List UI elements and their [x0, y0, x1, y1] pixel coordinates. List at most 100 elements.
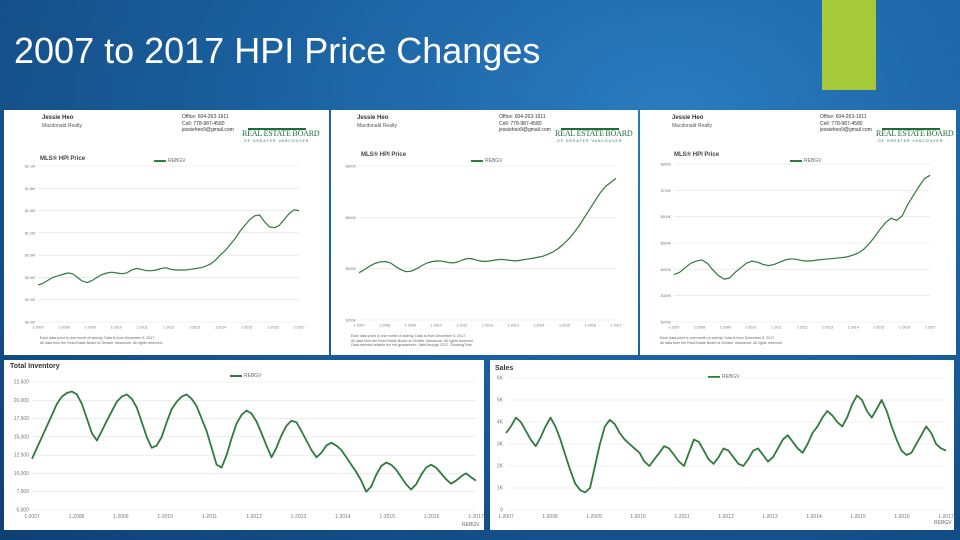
logo-text: REAL ESTATE BOARD	[242, 129, 320, 138]
logo-subtext: OF GREATER VANCOUVER	[878, 139, 944, 143]
y-tick-label: 6K	[497, 376, 504, 382]
chart-title: Sales	[495, 365, 514, 372]
y-tick-label: $1.2M	[25, 231, 35, 235]
y-tick-label: 12,500	[14, 453, 30, 459]
x-tick-label: 1-2016	[424, 514, 440, 520]
x-tick-label: 1-2008	[379, 324, 390, 328]
x-tick-label: 1-2014	[215, 326, 226, 330]
x-tick-label: 1-2013	[291, 514, 307, 520]
x-tick-label: 1-2013	[822, 326, 833, 330]
footer-line-2: All data from the Real Estate Board of G…	[660, 340, 783, 345]
chart-legend: REBGV	[154, 158, 186, 164]
legend-label: REBGV	[804, 158, 822, 164]
chart-svg: $200K $400K $600K $800K 1-2007 1-2008 1-2009 1-…	[346, 165, 622, 328]
x-tick-label: 1-2013	[508, 324, 519, 328]
chart-title: MLS® HPI Price	[674, 152, 720, 158]
x-tick-label: 1-2011	[771, 326, 782, 330]
x-tick-label: 1-2007	[498, 514, 514, 520]
x-tick-label: 1-2012	[163, 326, 174, 330]
x-tick-label: 1-2017	[293, 326, 304, 330]
x-tick-label: 1-2007	[668, 326, 679, 330]
footer-line-1: Each data point is one month of activity…	[40, 336, 156, 340]
footer-line-3: Data deemed reliable but not guaranteed.…	[351, 343, 473, 348]
series-line	[31, 390, 477, 493]
sales-chart-panel: Sales REBGV 0 1K 2K 3K 4K 5K 6K 1-2007 1-2008 1-2…	[490, 360, 954, 530]
x-tick-label: 1-2013	[762, 514, 778, 520]
x-tick-label: 1-2015	[559, 324, 570, 328]
chart-svg: 0 1K 2K 3K 4K 5K 6K 1-2007 1-2008 1-2009 1-2010 1-2…	[497, 376, 954, 521]
agent-email: jessieheo9@gmail.com	[820, 127, 872, 133]
x-tick-label: 1-2011	[202, 514, 217, 520]
chart-svg: $0.0M $0.3M $0.6M $0.9M $1.2M $1.5M $1.8M $2.1M…	[25, 165, 305, 330]
footer-line-2: All data from the Real Estate Board of G…	[351, 338, 474, 343]
y-tick-label: $600K	[661, 215, 672, 219]
agent-email: jessieheo9@gmail.com	[182, 127, 234, 133]
agent-name: Jessie Heo	[672, 115, 704, 121]
chart-title: MLS® HPI Price	[40, 156, 86, 162]
y-tick-label: $200K	[661, 321, 672, 325]
x-tick-label: 1-2010	[430, 324, 441, 328]
footer-line-1: Each data point is one month of activity…	[660, 336, 776, 340]
chart-footer: Each data point is one month of activity…	[351, 334, 474, 348]
chart-legend: REBGV	[708, 374, 740, 380]
y-tick-label: $1.5M	[25, 209, 35, 213]
x-tick-label: 1-2015	[379, 514, 395, 520]
chart-legend: REBGV	[790, 158, 822, 164]
y-tick-label: 0	[500, 508, 503, 514]
x-tick-label: 1-2016	[894, 514, 910, 520]
x-tick-label: 1-2012	[246, 514, 262, 520]
x-tick-label: 1-2015	[873, 326, 884, 330]
x-tick-label: 1-2016	[585, 324, 596, 328]
series-line	[37, 209, 300, 286]
y-tick-label: $1.8M	[25, 187, 35, 191]
x-tick-label: 1-2010	[111, 326, 122, 330]
x-tick-label: 1-2012	[796, 326, 807, 330]
x-tick-label: 1-2010	[630, 514, 646, 520]
chart-legend: REBGV	[471, 158, 503, 164]
logo-text: REAL ESTATE BOARD	[876, 129, 954, 138]
y-tick-label: 4K	[497, 420, 504, 426]
x-tick-label: 1-2009	[85, 326, 96, 330]
y-tick-label: $400K	[346, 267, 357, 271]
accent-bar	[822, 0, 876, 90]
agent-cell: Cell: 778-987-4580	[182, 120, 225, 127]
hpi-chart-panel-2: Jessie Heo Macdonald Realty Office: 604-…	[331, 110, 638, 355]
agent-contact: Office: 604-263-1911 Cell: 778-987-4580 …	[820, 114, 872, 134]
chart-legend: REBGV	[230, 373, 262, 379]
x-tick-label: 1-2013	[189, 326, 200, 330]
board-logo: REAL ESTATE BOARD OF GREATER VANCOUVER	[242, 118, 320, 146]
board-logo: REAL ESTATE BOARD OF GREATER VANCOUVER	[555, 118, 633, 146]
chart-svg: $200K $300K $400K $500K $600K $700K $800K 1-200…	[661, 163, 936, 330]
agent-contact: Office: 604-263-1911 Cell: 778-987-4580 …	[499, 114, 551, 134]
y-tick-label: 3K	[497, 442, 504, 448]
y-tick-label: 2K	[497, 464, 504, 470]
chart-title: MLS® HPI Price	[361, 152, 407, 158]
agent-contact: Office: 604-263-1911 Cell: 778-987-4580 …	[182, 114, 234, 134]
y-tick-label: 10,000	[14, 471, 30, 477]
logo-building-icon	[248, 118, 306, 130]
footer-line-2: All data from the Real Estate Board of G…	[40, 340, 163, 345]
x-tick-label: 1-2014	[848, 326, 859, 330]
series-line	[358, 177, 617, 274]
y-tick-label: $800K	[346, 165, 357, 169]
legend-label: REBGV	[485, 158, 503, 164]
legend-label: REBGV	[722, 374, 740, 380]
hpi-chart-panel-1: Jessie Heo Macdonald Realty Office: 604-…	[4, 110, 329, 355]
legend-label: REBGV	[168, 158, 186, 164]
x-axis-source-label: REBGV	[462, 522, 480, 528]
x-tick-label: 1-2007	[353, 324, 364, 328]
legend-swatch	[790, 159, 802, 162]
agent-email: jessieheo9@gmail.com	[499, 127, 551, 133]
x-tick-label: 1-2015	[850, 514, 866, 520]
x-tick-label: 1-2011	[137, 326, 148, 330]
legend-swatch	[708, 375, 720, 378]
legend-swatch	[471, 159, 483, 162]
y-tick-label: $400K	[661, 268, 672, 272]
y-tick-label: $800K	[661, 163, 672, 167]
y-tick-label: 20,000	[14, 398, 30, 404]
agent-company: Macdonald Realty	[672, 123, 713, 129]
series-line	[505, 394, 947, 494]
legend-swatch	[154, 159, 166, 162]
agent-company: Macdonald Realty	[42, 123, 83, 129]
x-tick-label: 1-2009	[405, 324, 416, 328]
